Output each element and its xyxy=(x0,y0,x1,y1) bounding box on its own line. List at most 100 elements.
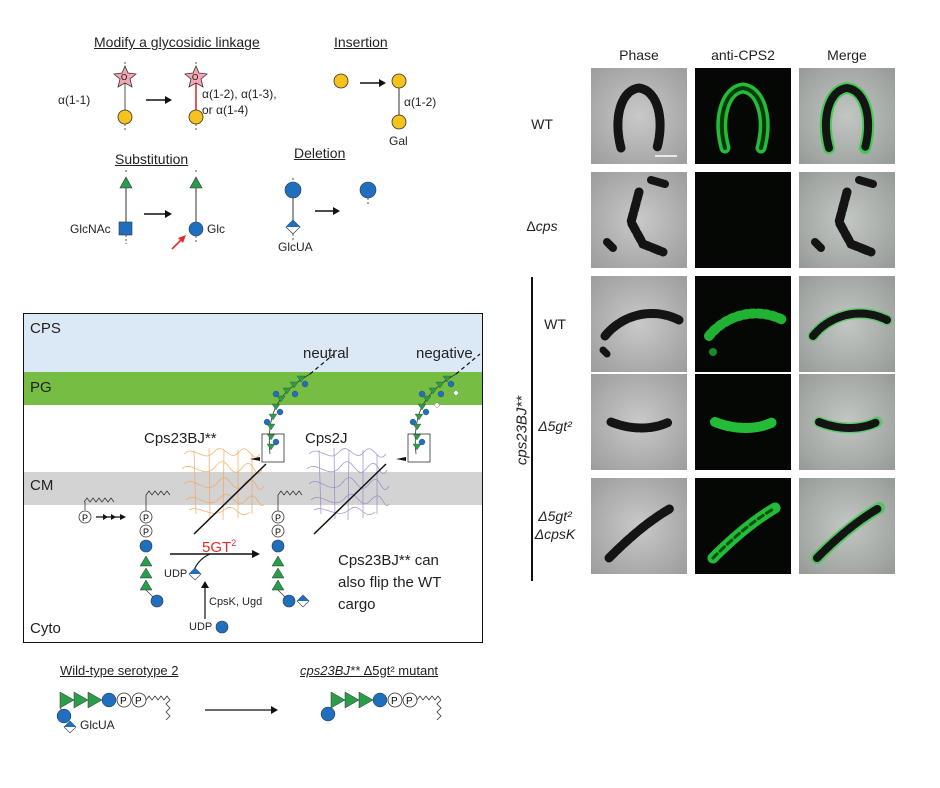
svg-text:P: P xyxy=(120,696,127,707)
phosphate-icon xyxy=(139,524,153,538)
svg-text:P: P xyxy=(143,527,149,537)
svg-text:O: O xyxy=(192,73,198,82)
schematic-glyphs: O O xyxy=(113,60,407,250)
insertion-linkage: α(1-2) xyxy=(404,95,437,109)
pg-layer xyxy=(24,372,482,405)
col-merge: Merge xyxy=(827,47,867,63)
star-icon xyxy=(113,64,137,88)
note-line-1: Cps23BJ** can xyxy=(338,552,439,569)
panel-fluor-wt xyxy=(695,68,791,164)
phosphate-icon xyxy=(271,524,285,538)
triangle-icon xyxy=(271,567,285,579)
cm-label: CM xyxy=(30,477,54,494)
gal-circle-icon xyxy=(391,73,407,89)
col-phase: Phase xyxy=(619,47,659,63)
modify-title: Modify a glycosidic linkage xyxy=(94,34,260,50)
triangle-icon xyxy=(344,691,360,709)
row-label-delta-cps: Δcps xyxy=(526,218,558,234)
phosphate-icon xyxy=(387,692,403,708)
panel-phase-dcps xyxy=(591,172,687,268)
svg-text:P: P xyxy=(275,527,281,537)
glc-circle-icon xyxy=(271,539,285,553)
panel-merge-dcps xyxy=(799,172,895,268)
phosphate-icon xyxy=(139,510,153,524)
panel-merge-wt xyxy=(799,68,895,164)
panel-fluor-dcps xyxy=(695,172,791,268)
mutant-title: cps23BJ** Δ5gt² mutant xyxy=(300,663,439,678)
row-label-wt: WT xyxy=(531,116,553,132)
wt-title: Wild-type serotype 2 xyxy=(60,663,179,678)
red-arrow-icon xyxy=(178,235,186,243)
phosphate-icon xyxy=(78,510,92,524)
substitution-to-residue: Glc xyxy=(207,222,225,236)
panel-merge-d5gt-dcpsk xyxy=(799,478,895,574)
group-label-wrapper: cps23BJ** xyxy=(507,396,537,465)
triangle-icon xyxy=(358,691,374,709)
triangle-icon xyxy=(330,691,346,709)
deletion-residue: GlcUA xyxy=(278,240,313,254)
triangle-icon xyxy=(119,176,133,189)
panel-phase-d5gt-dcpsk xyxy=(591,478,687,574)
glc-circle-icon xyxy=(101,692,117,708)
triangle-icon xyxy=(271,555,285,567)
polymer-neutral xyxy=(263,375,309,451)
arrow-right-icon xyxy=(165,96,172,104)
arrow-right-icon xyxy=(165,210,172,218)
square-icon xyxy=(118,221,133,236)
cps-label: CPS xyxy=(30,320,61,337)
phosphate-icon xyxy=(271,510,285,524)
modify-to-linkage-2: or α(1-4) xyxy=(202,103,249,117)
phosphate-icon xyxy=(116,692,132,708)
cps-layer xyxy=(24,314,482,372)
panel-merge-mut-wt xyxy=(799,276,895,372)
gal-circle-icon xyxy=(391,114,407,130)
neutral-label: neutral xyxy=(303,345,349,362)
arrow-right-icon xyxy=(271,706,278,714)
bottom-glyphs: P P P P xyxy=(56,691,442,734)
gal-circle-icon xyxy=(117,109,133,125)
panel-phase-d5gt xyxy=(591,374,687,470)
group-label: cps23BJ** xyxy=(513,395,531,466)
glc-circle-icon xyxy=(282,594,296,608)
row-label-delta-5gt-cpsk-1: Δ5gt² xyxy=(538,508,572,524)
flippase-wt-structure xyxy=(306,447,390,521)
panel-fluor-d5gt-dcpsk xyxy=(695,478,791,574)
panel-phase-wt xyxy=(591,68,687,164)
flippase-wt-label: Cps2J xyxy=(305,430,348,447)
panel-fluor-d5gt xyxy=(695,374,791,470)
flippase-mutant-structure xyxy=(181,447,265,521)
glc-circle-icon xyxy=(320,706,336,722)
glc-circle-icon xyxy=(284,181,302,199)
glc-circle-icon xyxy=(372,692,388,708)
glc-circle-icon xyxy=(188,221,204,237)
negative-label: negative xyxy=(416,345,473,362)
insertion-residue: Gal xyxy=(389,134,408,148)
membrane-diagram: CPS PG CM Cyto neutral negative Cps23BJ*… xyxy=(23,313,483,643)
glc-circle-icon xyxy=(139,539,153,553)
svg-text:P: P xyxy=(406,696,413,707)
svg-text:P: P xyxy=(135,696,142,707)
gal-circle-icon xyxy=(333,73,349,89)
insertion-title: Insertion xyxy=(334,34,388,50)
group-bracket xyxy=(531,277,533,581)
enzymes-small-label: CpsK, Ugd xyxy=(209,596,263,608)
glc-circle-icon xyxy=(56,708,72,724)
substitution-title: Substitution xyxy=(115,151,189,167)
note-line-3: cargo xyxy=(338,596,376,613)
svg-text:P: P xyxy=(391,696,398,707)
triangle-icon xyxy=(59,691,75,709)
modify-to-linkage-1: α(1-2), α(1-3), xyxy=(202,87,277,101)
col-anti-cps2: anti-CPS2 xyxy=(711,47,775,63)
enzyme-label: 5GT2 xyxy=(202,538,237,556)
row-label-delta-5gt-cpsk-2: ΔcpsK xyxy=(534,526,576,542)
modify-from-linkage: α(1-1) xyxy=(58,93,91,107)
udp-bottom-label: UDP xyxy=(189,621,213,633)
row-label-wt-mutant: WT xyxy=(544,316,566,332)
star-icon xyxy=(184,64,208,88)
arrow-right-icon xyxy=(333,207,340,215)
polymer-negative xyxy=(409,375,460,451)
svg-text:P: P xyxy=(275,513,281,523)
note-line-2: also flip the WT xyxy=(338,574,442,591)
triangle-icon xyxy=(271,579,285,591)
triangle-icon xyxy=(189,176,203,189)
